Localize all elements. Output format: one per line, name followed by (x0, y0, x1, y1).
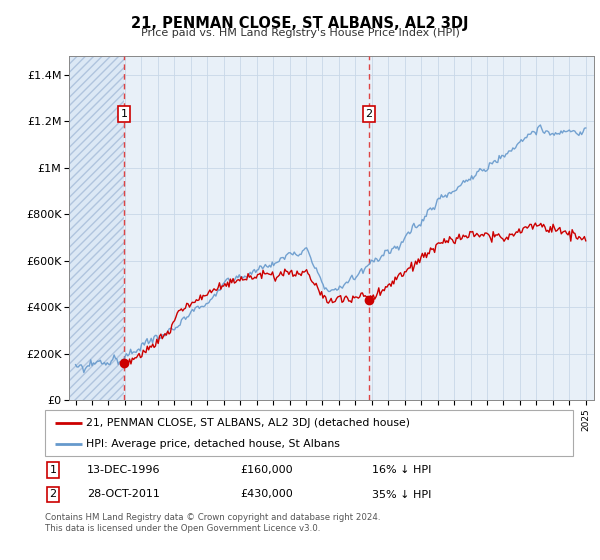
Text: 1: 1 (49, 465, 56, 475)
Text: 2: 2 (49, 489, 56, 500)
FancyBboxPatch shape (45, 410, 573, 456)
Text: £430,000: £430,000 (241, 489, 293, 500)
Text: This data is licensed under the Open Government Licence v3.0.: This data is licensed under the Open Gov… (45, 524, 320, 533)
Text: 28-OCT-2011: 28-OCT-2011 (87, 489, 160, 500)
Text: Contains HM Land Registry data © Crown copyright and database right 2024.: Contains HM Land Registry data © Crown c… (45, 513, 380, 522)
Text: 1: 1 (121, 109, 128, 119)
Text: 16% ↓ HPI: 16% ↓ HPI (373, 465, 432, 475)
Text: HPI: Average price, detached house, St Albans: HPI: Average price, detached house, St A… (86, 438, 340, 449)
Text: £160,000: £160,000 (241, 465, 293, 475)
Text: Price paid vs. HM Land Registry's House Price Index (HPI): Price paid vs. HM Land Registry's House … (140, 28, 460, 38)
Text: 21, PENMAN CLOSE, ST ALBANS, AL2 3DJ (detached house): 21, PENMAN CLOSE, ST ALBANS, AL2 3DJ (de… (86, 418, 410, 428)
Text: 21, PENMAN CLOSE, ST ALBANS, AL2 3DJ: 21, PENMAN CLOSE, ST ALBANS, AL2 3DJ (131, 16, 469, 31)
Text: 2: 2 (365, 109, 373, 119)
Text: 35% ↓ HPI: 35% ↓ HPI (373, 489, 432, 500)
Text: 13-DEC-1996: 13-DEC-1996 (87, 465, 161, 475)
Bar (69, 56, 124, 400)
